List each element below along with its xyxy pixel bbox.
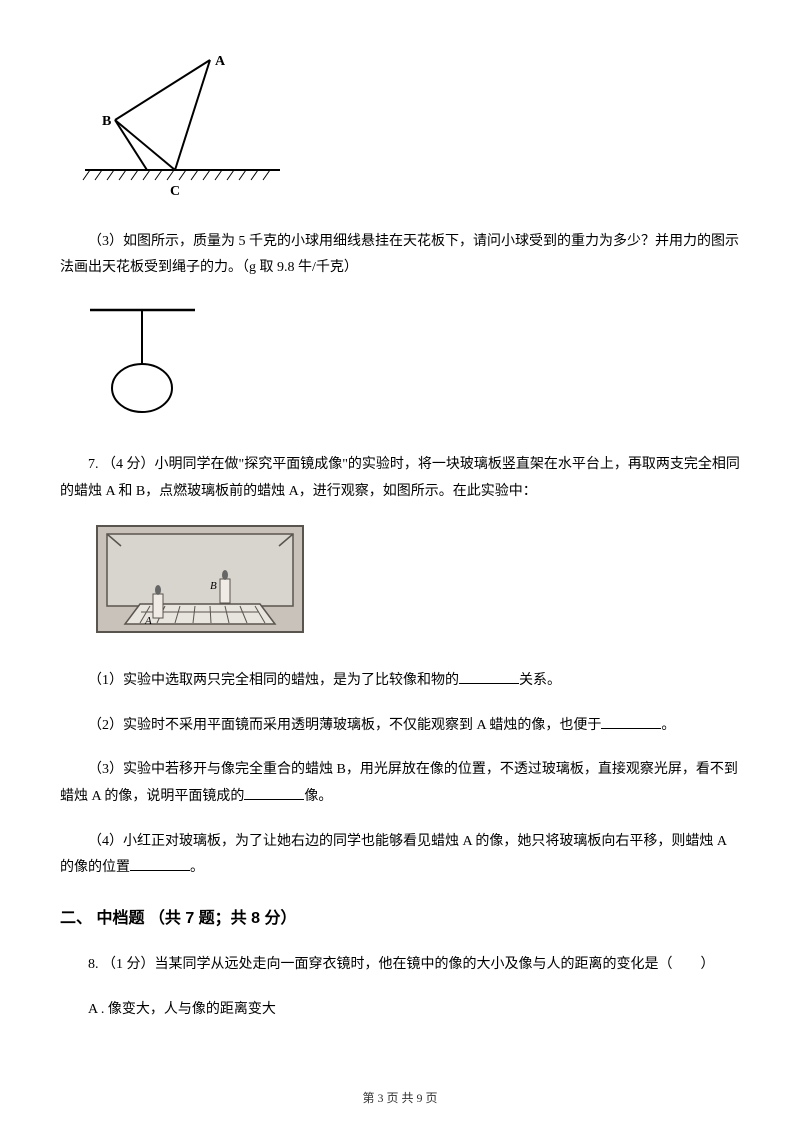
q7-p2-before: （2）实验时不采用平面镜而采用透明薄玻璃板，不仅能观察到 A 蜡烛的像，也便于: [88, 718, 601, 733]
candles-svg: A B: [95, 524, 305, 634]
q7-p2: （2）实验时不采用平面镜而采用透明薄玻璃板，不仅能观察到 A 蜡烛的像，也便于 。: [60, 713, 740, 740]
svg-text:B: B: [210, 580, 217, 592]
q6-3-text: （3）如图所示，质量为 5 千克的小球用细线悬挂在天花板下，请问小球受到的重力为…: [60, 229, 740, 282]
q7-p1-before: （1）实验中选取两只完全相同的蜡烛，是为了比较像和物的: [88, 673, 459, 688]
triangle-svg: A B C: [80, 50, 290, 200]
section-2-title: 二、 中档题 （共 7 题；共 8 分）: [60, 904, 740, 934]
blank: [244, 786, 304, 800]
blank: [601, 715, 661, 729]
q7-p1-after: 关系。: [519, 673, 561, 688]
triangle-diagram: A B C: [80, 50, 740, 211]
svg-text:B: B: [102, 114, 111, 129]
svg-text:C: C: [170, 184, 180, 199]
blank: [130, 857, 190, 871]
q7-p3-before: （3）实验中若移开与像完全重合的蜡烛 B，用光屏放在像的位置，不透过玻璃板，直接…: [60, 762, 738, 804]
q7-intro: 7. （4 分）小明同学在做"探究平面镜成像"的实验时，将一块玻璃板竖直架在水平…: [60, 452, 740, 505]
pendulum-diagram: [80, 300, 740, 429]
q7-p1: （1）实验中选取两只完全相同的蜡烛，是为了比较像和物的 关系。: [60, 668, 740, 695]
q7-p2-after: 。: [661, 718, 675, 733]
blank: [459, 670, 519, 684]
q8-intro: 8. （1 分）当某同学从远处走向一面穿衣镜时，他在镜中的像的大小及像与人的距离…: [60, 952, 740, 979]
q7-p4-after: 。: [190, 860, 204, 875]
pendulum-svg: [80, 300, 210, 418]
svg-text:A: A: [215, 54, 226, 69]
page-footer: 第 3 页 共 9 页: [0, 1087, 800, 1110]
q7-p3: （3）实验中若移开与像完全重合的蜡烛 B，用光屏放在像的位置，不透过玻璃板，直接…: [60, 757, 740, 810]
candles-diagram: A B: [95, 524, 740, 645]
q7-p3-after: 像。: [304, 789, 332, 804]
q8-opt-a: A . 像变大，人与像的距离变大: [60, 997, 740, 1024]
q7-p4: （4）小红正对玻璃板，为了让她右边的同学也能够看见蜡烛 A 的像，她只将玻璃板向…: [60, 829, 740, 882]
svg-text:A: A: [144, 615, 152, 627]
